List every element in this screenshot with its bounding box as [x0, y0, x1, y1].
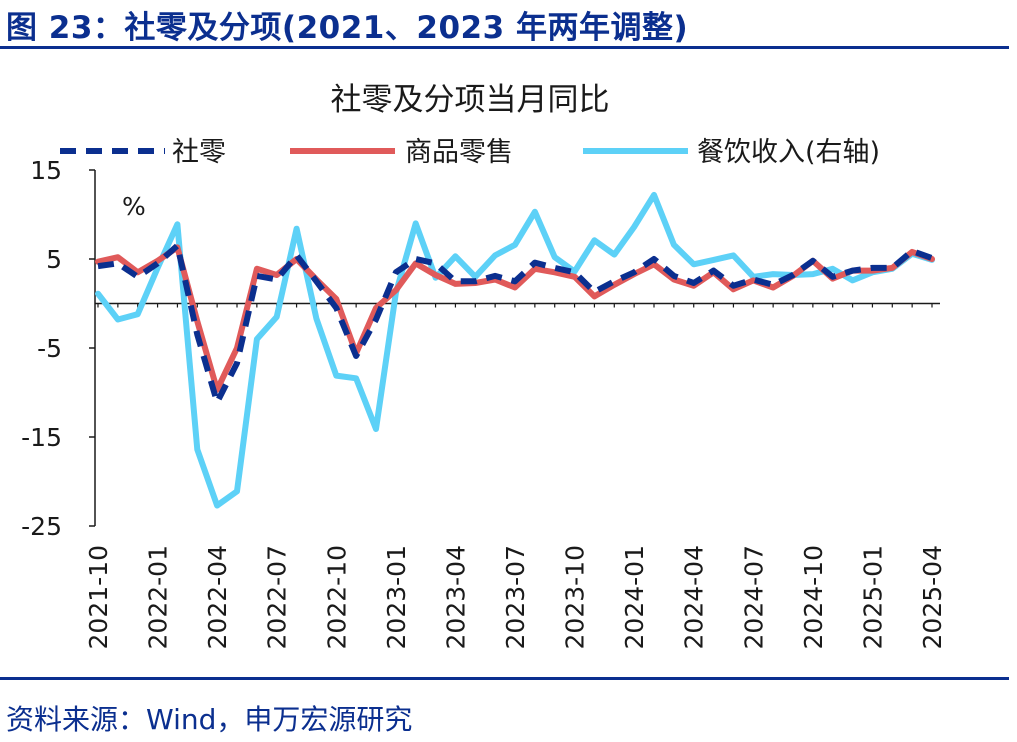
- legend-label-goods-retail: 商品零售: [405, 137, 513, 168]
- line-chart: 社零及分项当月同比 社零 商品零售 餐饮收入(右轴) % 15 5 -5 -15 -25…: [21, 82, 947, 649]
- x-tick-label: 2024-04: [680, 545, 709, 649]
- figure-title: 图 23：社零及分项(2021、2023 年两年调整): [6, 10, 689, 46]
- x-tick-label: 2023-10: [561, 545, 590, 649]
- legend: 社零 商品零售 餐饮收入(右轴): [60, 137, 880, 168]
- x-tick-label: 2024-01: [620, 545, 649, 649]
- x-tick-label: 2022-04: [203, 545, 232, 649]
- series-line-catering: [95, 191, 935, 509]
- y-tick-label: 15: [30, 156, 62, 185]
- x-tick-label: 2023-04: [441, 545, 470, 649]
- x-tick-label: 2021-10: [84, 545, 113, 649]
- x-tick-label: 2022-01: [144, 545, 173, 649]
- title-rule: [0, 46, 1009, 49]
- x-tick-label: 2023-01: [382, 545, 411, 649]
- x-tick-label: 2023-07: [501, 545, 530, 649]
- chart-title: 社零及分项当月同比: [331, 82, 610, 118]
- x-tick-label: 2024-07: [739, 545, 768, 649]
- x-tick-label: 2022-07: [263, 545, 292, 649]
- y-tick-label: -15: [21, 423, 62, 452]
- x-tick-label: 2022-10: [322, 545, 351, 649]
- x-tick-label: 2025-01: [858, 545, 887, 649]
- bottom-rule: [0, 677, 1009, 680]
- y-tick-label: 5: [46, 245, 62, 274]
- series-line-retail-total: [97, 242, 934, 406]
- y-tick-label: -25: [21, 512, 62, 541]
- y-unit-label: %: [122, 192, 146, 221]
- source-note: 资料来源：Wind，申万宏源研究: [6, 703, 413, 736]
- legend-label-retail-total: 社零: [172, 137, 226, 168]
- axes: 15 5 -5 -15 -25 2021-10 2022-01 2022-04 2022-07 2…: [21, 156, 947, 649]
- x-tick-label: 2025-04: [918, 545, 947, 649]
- y-tick-label: -5: [37, 334, 62, 363]
- x-tick-label: 2024-10: [799, 545, 828, 649]
- legend-label-catering: 餐饮收入(右轴): [697, 137, 880, 168]
- series-lines: [95, 191, 935, 509]
